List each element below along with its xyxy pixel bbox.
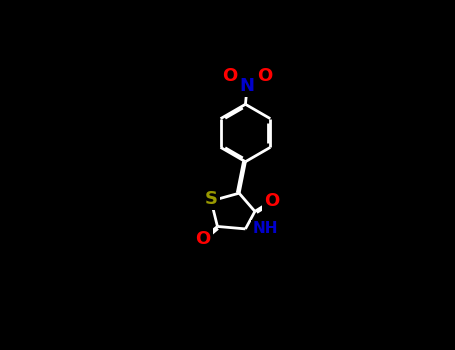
Text: N: N bbox=[240, 77, 255, 95]
Text: S: S bbox=[205, 190, 217, 208]
Text: O: O bbox=[257, 67, 272, 85]
Text: O: O bbox=[264, 192, 279, 210]
Text: O: O bbox=[195, 230, 210, 248]
Text: O: O bbox=[222, 67, 238, 85]
Text: NH: NH bbox=[253, 222, 278, 236]
